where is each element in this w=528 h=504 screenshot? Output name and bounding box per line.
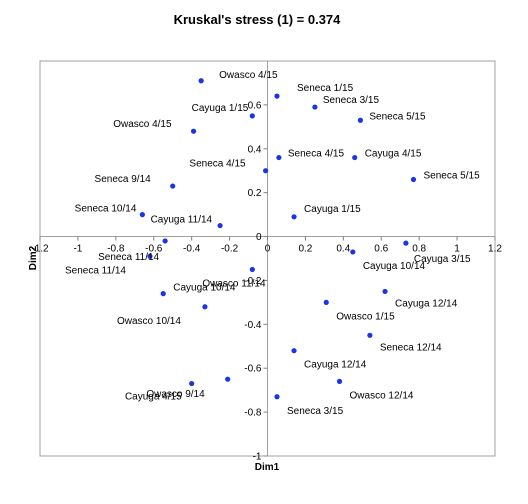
x-tick-label: -0.6 (145, 244, 163, 255)
y-tick-label: 0.6 (248, 100, 262, 111)
point-label: Seneca 4/15 (288, 149, 345, 160)
data-point (190, 128, 197, 134)
x-tick-label: 1 (454, 244, 460, 255)
x-tick-label: -0.2 (221, 244, 239, 255)
data-point (274, 93, 280, 99)
point-label: Seneca 11/14 (98, 252, 159, 263)
data-point (202, 304, 208, 310)
data-point (403, 240, 409, 246)
point-label: Cayuga 1/15 (304, 204, 361, 215)
point-label: Cayuga 12/14 (304, 360, 367, 371)
data-point (225, 376, 231, 382)
y-tick-label: -0.6 (244, 364, 262, 375)
point-label: Seneca 10/14 (75, 204, 137, 215)
data-point (263, 168, 269, 174)
point-label: Seneca 1/15 (297, 83, 354, 94)
point-label: Cayuga 1/15 (192, 103, 249, 114)
point-label: Cayuga 10/14 (363, 261, 426, 272)
data-point (336, 378, 343, 384)
point-label: Seneca 9/14 (95, 174, 152, 185)
y-tick-label: 0 (256, 232, 262, 243)
x-tick-label: 0.2 (298, 244, 312, 255)
data-point (274, 394, 280, 400)
y-ticks: -1 -0.8 -0.6 -0.4 -0.2 0 0.2 0.4 0.6 (244, 100, 268, 463)
y-tick-label: -0.4 (244, 320, 262, 331)
data-point (291, 214, 297, 220)
point-label: Owasco 4/15 (113, 119, 172, 130)
data-point (147, 253, 153, 259)
data-point (249, 113, 255, 119)
data-point (189, 380, 195, 387)
point-label: Cayuga 11/14 (151, 215, 213, 226)
data-point (323, 299, 329, 305)
point-label: Seneca 12/14 (380, 342, 442, 353)
data-point (350, 249, 356, 255)
data-points (139, 78, 417, 400)
point-label: Cayuga 10/14 (173, 283, 236, 294)
point-label: Owasco 4/15 (219, 70, 278, 81)
point-label: Cayuga 4/15 (125, 392, 182, 403)
chart-title: Kruskal's stress (1) = 0.374 (174, 12, 342, 27)
point-label: Cayuga 12/14 (395, 298, 458, 309)
x-axis-label: Dim1 (255, 462, 280, 473)
data-point (357, 117, 363, 123)
x-tick-label: 0.4 (336, 244, 350, 255)
point-label: Owasco 10/14 (117, 316, 181, 327)
point-label: Seneca 5/15 (369, 111, 426, 122)
point-label: Seneca 3/15 (287, 406, 344, 417)
x-tick-label: -0.4 (183, 244, 201, 255)
y-tick-label: -0.8 (244, 408, 262, 419)
x-tick-label: -1 (73, 244, 82, 255)
x-tick-label: 1.2 (488, 244, 502, 255)
point-label: Seneca 5/15 (423, 171, 480, 182)
y-axis-label: Dim2 (28, 245, 39, 270)
point-label: Owasco 9/14 (146, 389, 205, 400)
x-tick-label: 0.8 (412, 244, 426, 255)
y-tick-label: 0.2 (248, 188, 262, 199)
x-tick-label: -0.8 (107, 244, 125, 255)
point-label: Cayuga 4/15 (365, 149, 422, 160)
data-point (198, 78, 204, 84)
point-label: Owasco 1/15 (336, 311, 395, 322)
point-label: Cayuga 3/15 (414, 254, 471, 265)
y-tick-label: 0.4 (248, 144, 262, 155)
data-point (291, 348, 297, 354)
data-point (382, 288, 388, 295)
point-label: Seneca 4/15 (189, 159, 246, 170)
x-tick-label: 0.6 (374, 244, 388, 255)
data-point (276, 154, 282, 161)
data-point (410, 176, 417, 183)
x-ticks: -1.2 -1 -0.8 -0.6 -0.4 -0.2 0 0.2 0.4 0.6 0.8 1 1.2 (31, 236, 502, 255)
y-tick-label: -1 (253, 452, 262, 463)
data-point (217, 222, 223, 229)
data-point (160, 291, 166, 297)
data-point (352, 154, 358, 161)
data-point (170, 183, 176, 189)
x-tick-label: 0 (265, 244, 271, 255)
data-point (162, 238, 168, 244)
point-label: Owasco 12/14 (350, 390, 414, 401)
point-label: Owasco 11/14 (202, 278, 266, 289)
x-tick-label: -1.2 (31, 244, 49, 255)
data-point (139, 212, 145, 218)
data-point (367, 332, 373, 338)
data-point (249, 266, 255, 273)
data-point (312, 104, 318, 110)
point-label: Seneca 11/14 (65, 265, 126, 276)
y-tick-label: -0.2 (244, 276, 262, 287)
point-label: Seneca 3/15 (323, 95, 380, 106)
